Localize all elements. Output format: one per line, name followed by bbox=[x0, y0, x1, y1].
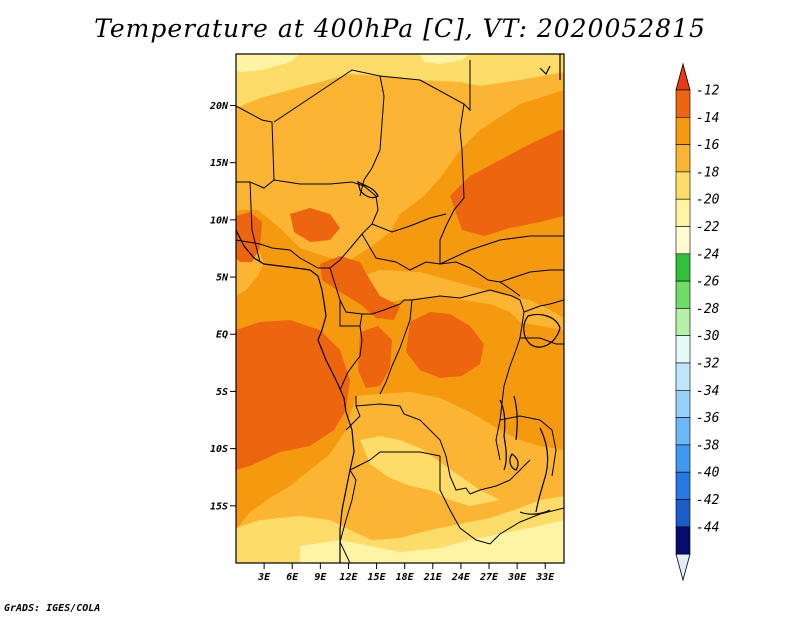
field-region bbox=[358, 326, 392, 388]
lon-tick-label: 9E bbox=[314, 572, 327, 583]
colorbar-band bbox=[675, 444, 691, 473]
colorbar-top-triangle bbox=[675, 62, 691, 91]
coastline bbox=[236, 54, 561, 563]
lon-tick-label: 27E bbox=[479, 572, 499, 583]
colorbar-label: -12 bbox=[696, 84, 720, 99]
colorbar-label: -24 bbox=[696, 247, 719, 262]
lat-tick-label: 10S bbox=[210, 444, 228, 455]
lat-tick-label: 15S bbox=[210, 501, 228, 512]
colorbar-band bbox=[675, 198, 691, 227]
colorbar-label: -22 bbox=[696, 220, 720, 235]
colorbar-band bbox=[675, 308, 691, 336]
temperature-field bbox=[236, 54, 564, 563]
lon-tick-label: 3E bbox=[257, 572, 271, 583]
lon-tick-label: 18E bbox=[396, 572, 415, 583]
lat-tick-label: 5N bbox=[216, 273, 229, 284]
colorbar-label: -32 bbox=[696, 357, 720, 372]
latitude-axis: 20N 15N 10N 5N EQ 5S 10S 15S bbox=[209, 101, 236, 512]
field-region bbox=[236, 54, 564, 108]
colorbar-band bbox=[675, 89, 691, 118]
colorbar-band bbox=[675, 335, 691, 364]
colorbar-label: -38 bbox=[696, 438, 720, 453]
field-region bbox=[300, 520, 564, 563]
colorbar-label: -18 bbox=[696, 165, 720, 180]
colorbar: -12 -14 -16 -18 -20 -22 -24 -26 -28 -30 -32 -34 -36 -… bbox=[675, 62, 720, 582]
colorbar-label: -30 bbox=[696, 329, 720, 344]
field-region bbox=[290, 208, 340, 242]
longitude-axis: 3E 6E 9E 12E 15E 18E 21E 24E 27E 30E 33E bbox=[257, 563, 555, 583]
lon-tick-label: 12E bbox=[339, 572, 358, 583]
lon-tick-label: 21E bbox=[423, 572, 443, 583]
lon-tick-label: 24E bbox=[451, 572, 471, 583]
field-region bbox=[350, 270, 564, 330]
lon-tick-label: 6E bbox=[286, 572, 299, 583]
colorbar-band bbox=[675, 499, 691, 528]
colorbar-band bbox=[675, 280, 691, 309]
colorbar-band bbox=[675, 226, 691, 255]
map-frame bbox=[235, 53, 565, 564]
field-region bbox=[450, 130, 564, 236]
colorbar-band bbox=[675, 362, 691, 391]
colorbar-label: -34 bbox=[696, 384, 719, 399]
field-region bbox=[320, 256, 400, 320]
colorbar-label: -14 bbox=[696, 111, 719, 126]
colorbar-band bbox=[675, 471, 691, 500]
colorbar-bottom-triangle bbox=[675, 553, 691, 582]
field-region bbox=[236, 54, 300, 72]
field-region bbox=[236, 54, 564, 260]
map-title: Temperature at 400hPa [C], VT: 202005281… bbox=[94, 14, 706, 43]
colorbar-label: -44 bbox=[696, 520, 719, 535]
field-region bbox=[236, 212, 262, 262]
lon-tick-label: 33E bbox=[535, 572, 555, 583]
lat-tick-label: 10N bbox=[210, 215, 229, 226]
colorbar-label: -26 bbox=[696, 275, 720, 290]
colorbar-label: -28 bbox=[696, 302, 720, 317]
colorbar-band bbox=[675, 253, 691, 282]
lat-tick-label: 20N bbox=[209, 101, 229, 112]
colorbar-label: -40 bbox=[696, 466, 720, 481]
political-borders bbox=[236, 60, 564, 563]
colorbar-band bbox=[675, 117, 691, 145]
lat-tick-label: EQ bbox=[216, 330, 228, 341]
colorbar-band bbox=[675, 144, 691, 173]
colorbar-label: -42 bbox=[696, 493, 720, 508]
field-region bbox=[420, 54, 470, 64]
colorbar-band bbox=[675, 389, 691, 418]
colorbar-band bbox=[675, 171, 691, 200]
lat-tick-label: 5S bbox=[216, 387, 228, 398]
colorbar-label: -36 bbox=[696, 411, 720, 426]
field-region bbox=[236, 320, 350, 470]
lon-tick-label: 30E bbox=[507, 572, 527, 583]
lat-tick-label: 15N bbox=[210, 158, 229, 169]
colorbar-band bbox=[675, 526, 691, 555]
colorbar-label: -20 bbox=[696, 193, 720, 208]
grads-credit: GrADS: IGES/COLA bbox=[4, 603, 101, 614]
lakes bbox=[357, 180, 561, 515]
lon-tick-label: 15E bbox=[368, 572, 387, 583]
colorbar-label: -16 bbox=[696, 138, 720, 153]
field-region bbox=[406, 312, 484, 378]
colorbar-band bbox=[675, 417, 691, 446]
